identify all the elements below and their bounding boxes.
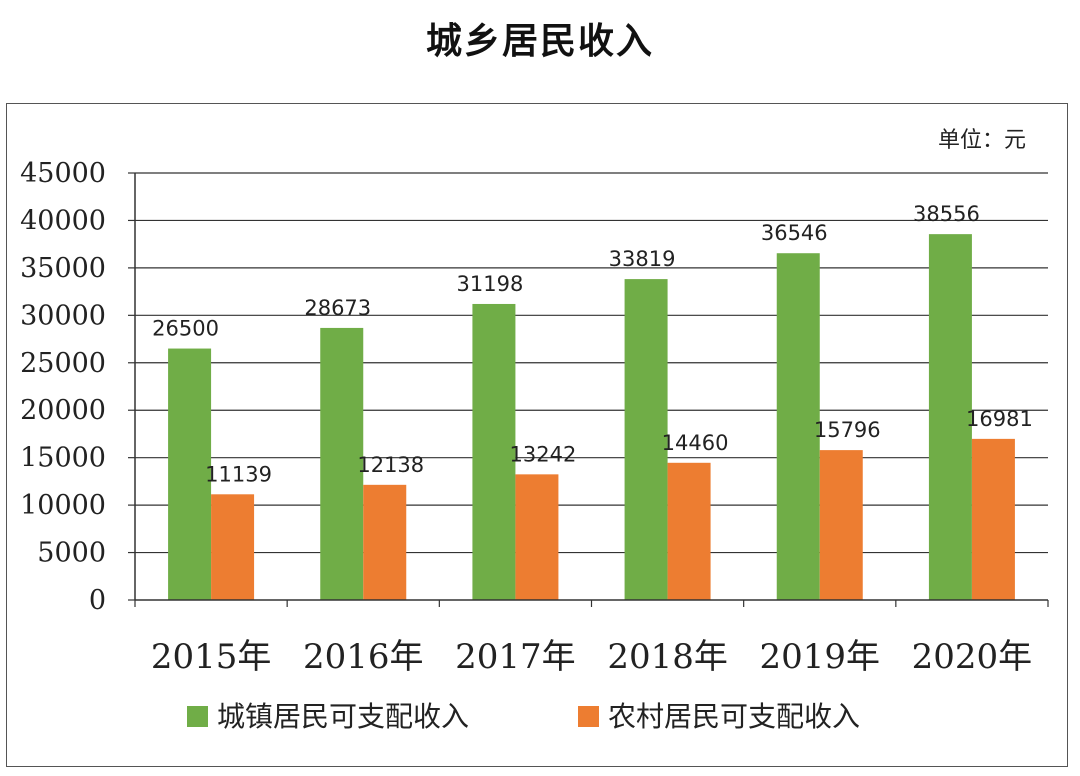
data-label: 36546 xyxy=(761,221,828,245)
gridlines xyxy=(135,172,1048,554)
legend: 城镇居民可支配收入 农村居民可支配收入 xyxy=(187,700,860,733)
x-tick-label: 2019年 xyxy=(759,637,880,677)
bar-urban xyxy=(776,253,820,601)
legend-label: 农村居民可支配收入 xyxy=(608,700,860,733)
chart-frame xyxy=(6,103,1068,767)
data-label: 26500 xyxy=(152,317,219,341)
y-tick-label: 0 xyxy=(89,585,106,616)
bar-urban xyxy=(624,279,668,600)
bar-urban xyxy=(472,303,516,600)
bar-rural xyxy=(667,462,711,600)
bar-urban xyxy=(928,234,972,600)
data-label: 38556 xyxy=(913,202,980,226)
y-tick-label: 15000 xyxy=(20,443,106,474)
y-tick-label: 5000 xyxy=(37,538,106,569)
legend-label: 城镇居民可支配收入 xyxy=(217,700,469,733)
bar-rural xyxy=(363,484,407,600)
chart-title: 城乡居民收入 xyxy=(425,21,654,62)
y-tick-label: 40000 xyxy=(20,205,106,236)
data-label: 12138 xyxy=(357,453,424,477)
y-tick-label: 35000 xyxy=(20,253,106,284)
legend-swatch xyxy=(187,706,208,727)
bar-urban xyxy=(168,348,212,600)
bar-urban xyxy=(320,327,364,600)
x-tick-label: 2018年 xyxy=(607,637,728,677)
bars xyxy=(168,234,1015,601)
x-axis-ticks: 2015年 2016年 2017年 2018年 2019年 2020年 xyxy=(151,637,1032,677)
x-tick-label: 2017年 xyxy=(455,637,576,677)
bar-rural xyxy=(515,474,559,600)
x-tick-label: 2020年 xyxy=(912,637,1033,677)
data-label: 31198 xyxy=(457,272,524,296)
bar-rural xyxy=(211,494,255,600)
y-tick-label: 25000 xyxy=(20,348,106,379)
y-tick-label: 10000 xyxy=(20,490,106,521)
data-label: 13242 xyxy=(510,442,577,466)
x-tick-label: 2015年 xyxy=(151,637,272,677)
data-labels: 26500 11139 28673 12138 31198 13242 33819 14460… xyxy=(152,202,1033,486)
data-label: 14460 xyxy=(662,431,729,455)
legend-swatch xyxy=(578,706,599,727)
unit-label: 单位：元 xyxy=(938,128,1026,153)
bar-rural xyxy=(819,450,863,600)
axes xyxy=(134,173,1049,607)
bar-rural xyxy=(971,438,1015,600)
data-label: 28673 xyxy=(304,296,371,320)
y-tick-label: 45000 xyxy=(20,158,106,189)
data-label: 16981 xyxy=(966,407,1033,431)
y-axis-ticks: 0 5000 10000 15000 20000 25000 30000 35000 40000… xyxy=(20,158,135,616)
data-label: 15796 xyxy=(814,418,881,442)
y-tick-label: 20000 xyxy=(20,395,106,426)
data-label: 33819 xyxy=(609,247,676,271)
data-label: 11139 xyxy=(205,462,272,486)
y-tick-label: 30000 xyxy=(20,300,106,331)
x-tick-label: 2016年 xyxy=(303,637,424,677)
